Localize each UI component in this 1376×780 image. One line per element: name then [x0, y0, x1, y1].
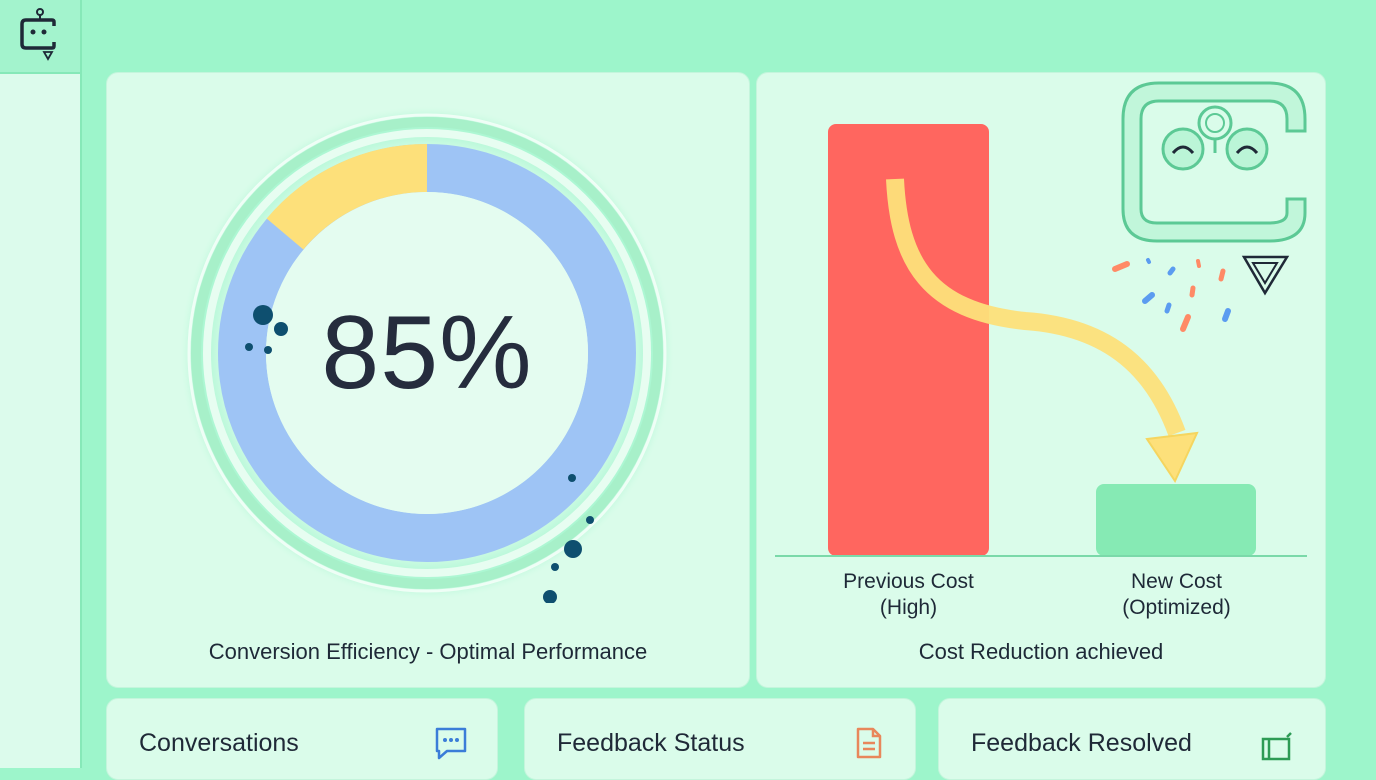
- reduction-arrow: [886, 178, 1186, 437]
- sidebar: [0, 0, 82, 768]
- cost-panel: Previous Cost (High) New Cost (Optimized…: [756, 72, 1326, 688]
- bar-label-line: New Cost: [1130, 570, 1223, 593]
- folder-icon: [1261, 732, 1292, 761]
- card-conversations[interactable]: Conversations: [106, 698, 498, 780]
- card-feedback-status[interactable]: Feedback Status: [524, 698, 916, 780]
- bar-label-line: (High): [879, 596, 938, 619]
- chat-icon: [435, 727, 467, 760]
- bar-label-new-cost: New Cost (Optimized): [1081, 569, 1272, 621]
- card-feedback-resolved[interactable]: Feedback Resolved: [938, 698, 1326, 780]
- card-title: Feedback Status: [557, 729, 745, 757]
- card-title: Feedback Resolved: [971, 729, 1192, 757]
- bar-previous-cost: [828, 124, 989, 556]
- bar-label-line: Previous Cost: [843, 570, 974, 593]
- bar-label-previous-cost: Previous Cost (High): [813, 569, 1004, 621]
- bar-new-cost: [1096, 484, 1256, 556]
- efficiency-panel: 85% Conversion Efficiency - Optimal Perf…: [106, 72, 750, 688]
- card-title: Conversations: [139, 729, 299, 757]
- confetti-decoration: [1112, 258, 1231, 332]
- bar-label-line: (Optimized): [1122, 596, 1231, 619]
- cost-caption: Cost Reduction achieved: [918, 639, 1164, 664]
- donut-segment-accent: [266, 143, 428, 250]
- efficiency-value: 85%: [321, 294, 533, 411]
- efficiency-caption: Conversion Efficiency - Optimal Performa…: [208, 639, 648, 664]
- decorative-dots: [245, 305, 594, 604]
- document-icon: [856, 727, 882, 759]
- robot-mascot-icon: [1121, 81, 1307, 296]
- efficiency-donut: 85%: [177, 103, 677, 608]
- donut-segment-main: [218, 144, 636, 562]
- app-logo[interactable]: [0, 0, 80, 74]
- robot-logo-icon: [20, 8, 56, 61]
